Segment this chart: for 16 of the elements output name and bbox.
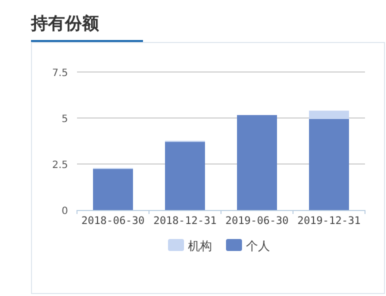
- y-tick-label: 7.5: [52, 68, 68, 79]
- chart-title: 持有份额: [30, 14, 100, 34]
- x-tick-label: 2019-12-31: [297, 215, 361, 227]
- x-tick-label: 2018-12-31: [153, 215, 217, 227]
- bar: [309, 118, 349, 210]
- y-tick-label: 5: [62, 114, 68, 125]
- legend-label: 机构: [188, 239, 212, 253]
- x-tick-label: 2018-06-30: [81, 215, 145, 227]
- y-tick-label: 0: [62, 206, 68, 217]
- bar: [93, 168, 133, 210]
- y-tick-label: 2.5: [52, 160, 68, 171]
- x-tick-label: 2019-06-30: [225, 215, 289, 227]
- bar: [165, 142, 205, 210]
- legend-label: 个人: [246, 239, 270, 253]
- bar: [309, 110, 349, 119]
- bar: [237, 115, 277, 210]
